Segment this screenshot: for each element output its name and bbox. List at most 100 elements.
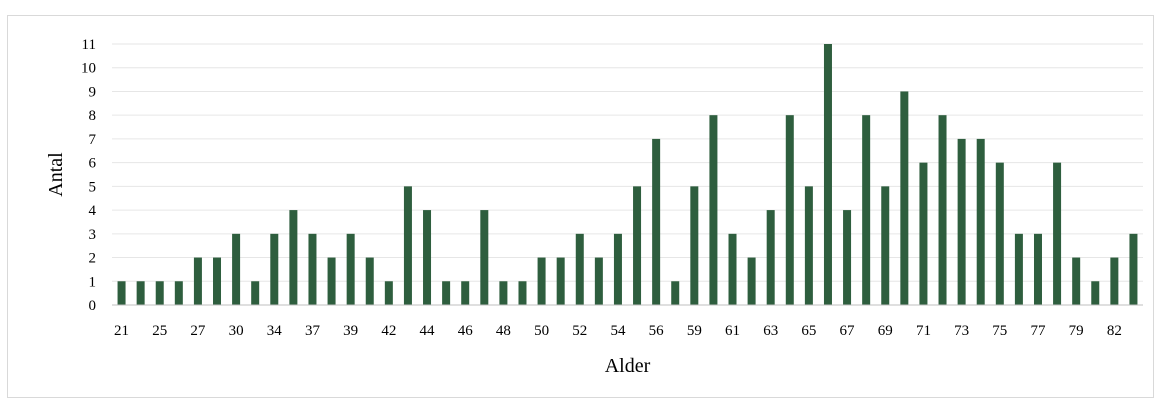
bar-age-27	[193, 257, 202, 305]
x-tick-label: 50	[534, 323, 549, 339]
bar-age-75	[995, 162, 1004, 305]
bar-age-36	[289, 210, 298, 305]
y-tick-label: 0	[89, 298, 97, 314]
x-tick-label: 25	[152, 323, 167, 339]
bar-age-42	[384, 281, 393, 305]
bar-age-68	[862, 115, 871, 306]
bar-age-73	[957, 138, 966, 305]
bar-age-44	[423, 210, 432, 305]
bar-age-55	[633, 186, 642, 305]
bar-age-72	[938, 115, 947, 306]
y-tick-label: 3	[89, 227, 97, 243]
bar-age-80	[1091, 281, 1100, 305]
y-tick-label: 6	[89, 156, 97, 172]
bar-age-82	[1110, 257, 1119, 305]
x-tick-label: 46	[458, 323, 474, 339]
bar-age-29	[213, 257, 222, 305]
bar-age-70	[900, 91, 909, 305]
bar-age-45	[442, 281, 451, 305]
bar-age-21	[117, 281, 126, 305]
bar-age-37	[308, 233, 317, 305]
x-tick-label: 79	[1069, 323, 1084, 339]
y-axis-ticks: 0 1 2 3 4 5 6 7 8 9 10 11	[81, 37, 97, 314]
x-tick-label: 44	[420, 323, 436, 339]
bar-age-30	[232, 233, 241, 305]
bar-age-83	[1129, 233, 1138, 305]
y-tick-label: 10	[81, 61, 96, 77]
x-tick-label: 59	[687, 323, 702, 339]
bar-age-43	[403, 186, 412, 305]
bar-age-51	[556, 257, 565, 305]
x-axis-ticks: 21 25 27 30 34 37 39 42 44 46 48 50 52 54 56 59 61 63 65 67…	[114, 323, 1122, 339]
bar-age-58	[671, 281, 680, 305]
bar-age-63	[766, 210, 775, 305]
bar-age-77	[1033, 233, 1042, 305]
x-tick-label: 75	[992, 323, 1007, 339]
bar-age-46	[461, 281, 470, 305]
y-tick-label: 7	[89, 132, 97, 148]
x-tick-label: 71	[916, 323, 931, 339]
x-tick-label: 61	[725, 323, 740, 339]
bar-age-34	[270, 233, 279, 305]
x-tick-label: 65	[801, 323, 816, 339]
y-tick-label: 4	[89, 203, 97, 219]
x-tick-label: 69	[878, 323, 893, 339]
bar-age-62	[747, 257, 756, 305]
bar-age-38	[327, 257, 336, 305]
bar-age-79	[1072, 257, 1081, 305]
x-tick-label: 54	[610, 323, 626, 339]
bar-age-50	[537, 257, 546, 305]
bar-age-53	[594, 257, 603, 305]
bar-age-64	[785, 115, 794, 306]
y-axis-title: Antal	[45, 152, 67, 197]
bar-age-47	[480, 210, 489, 305]
bar-age-49	[518, 281, 527, 305]
x-tick-label: 39	[343, 323, 358, 339]
bar-age-32	[251, 281, 260, 305]
x-tick-label: 30	[229, 323, 244, 339]
gridlines	[112, 43, 1143, 282]
x-tick-label: 82	[1107, 323, 1122, 339]
bar-age-41	[365, 257, 374, 305]
x-tick-label: 77	[1030, 323, 1046, 339]
x-tick-label: 67	[840, 323, 856, 339]
bar-age-65	[804, 186, 813, 305]
bar-age-39	[346, 233, 355, 305]
bar-age-76	[1014, 233, 1023, 305]
bar-age-74	[976, 138, 985, 305]
bar-age-25	[155, 281, 164, 305]
bar-age-54	[613, 233, 622, 305]
bar-age-60	[709, 115, 718, 306]
x-tick-label: 52	[572, 323, 587, 339]
x-tick-label: 34	[267, 323, 283, 339]
bar-age-67	[843, 210, 852, 305]
bar-age-26	[174, 281, 183, 305]
bar-age-78	[1053, 162, 1062, 305]
bars	[117, 44, 1138, 306]
x-tick-label: 42	[381, 323, 396, 339]
bar-age-59	[690, 186, 699, 305]
bar-age-52	[575, 233, 584, 305]
x-tick-label: 21	[114, 323, 129, 339]
bar-age-61	[728, 233, 737, 305]
x-tick-label: 56	[649, 323, 665, 339]
bar-age-71	[919, 162, 928, 305]
x-axis-title: Alder	[605, 355, 651, 377]
bar-age-48	[499, 281, 508, 305]
y-tick-label: 2	[89, 251, 97, 267]
y-tick-label: 8	[89, 108, 97, 124]
y-tick-label: 11	[82, 37, 96, 53]
bar-age-56	[652, 138, 661, 305]
x-tick-label: 37	[305, 323, 321, 339]
bar-age-66	[823, 44, 832, 305]
y-tick-label: 5	[89, 179, 97, 195]
x-tick-label: 63	[763, 323, 778, 339]
x-tick-label: 27	[190, 323, 206, 339]
x-tick-label: 73	[954, 323, 969, 339]
bar-age-23	[136, 281, 145, 305]
bar-age-69	[881, 186, 890, 305]
x-tick-label: 48	[496, 323, 511, 339]
y-tick-label: 9	[89, 84, 97, 100]
y-tick-label: 1	[89, 274, 97, 290]
